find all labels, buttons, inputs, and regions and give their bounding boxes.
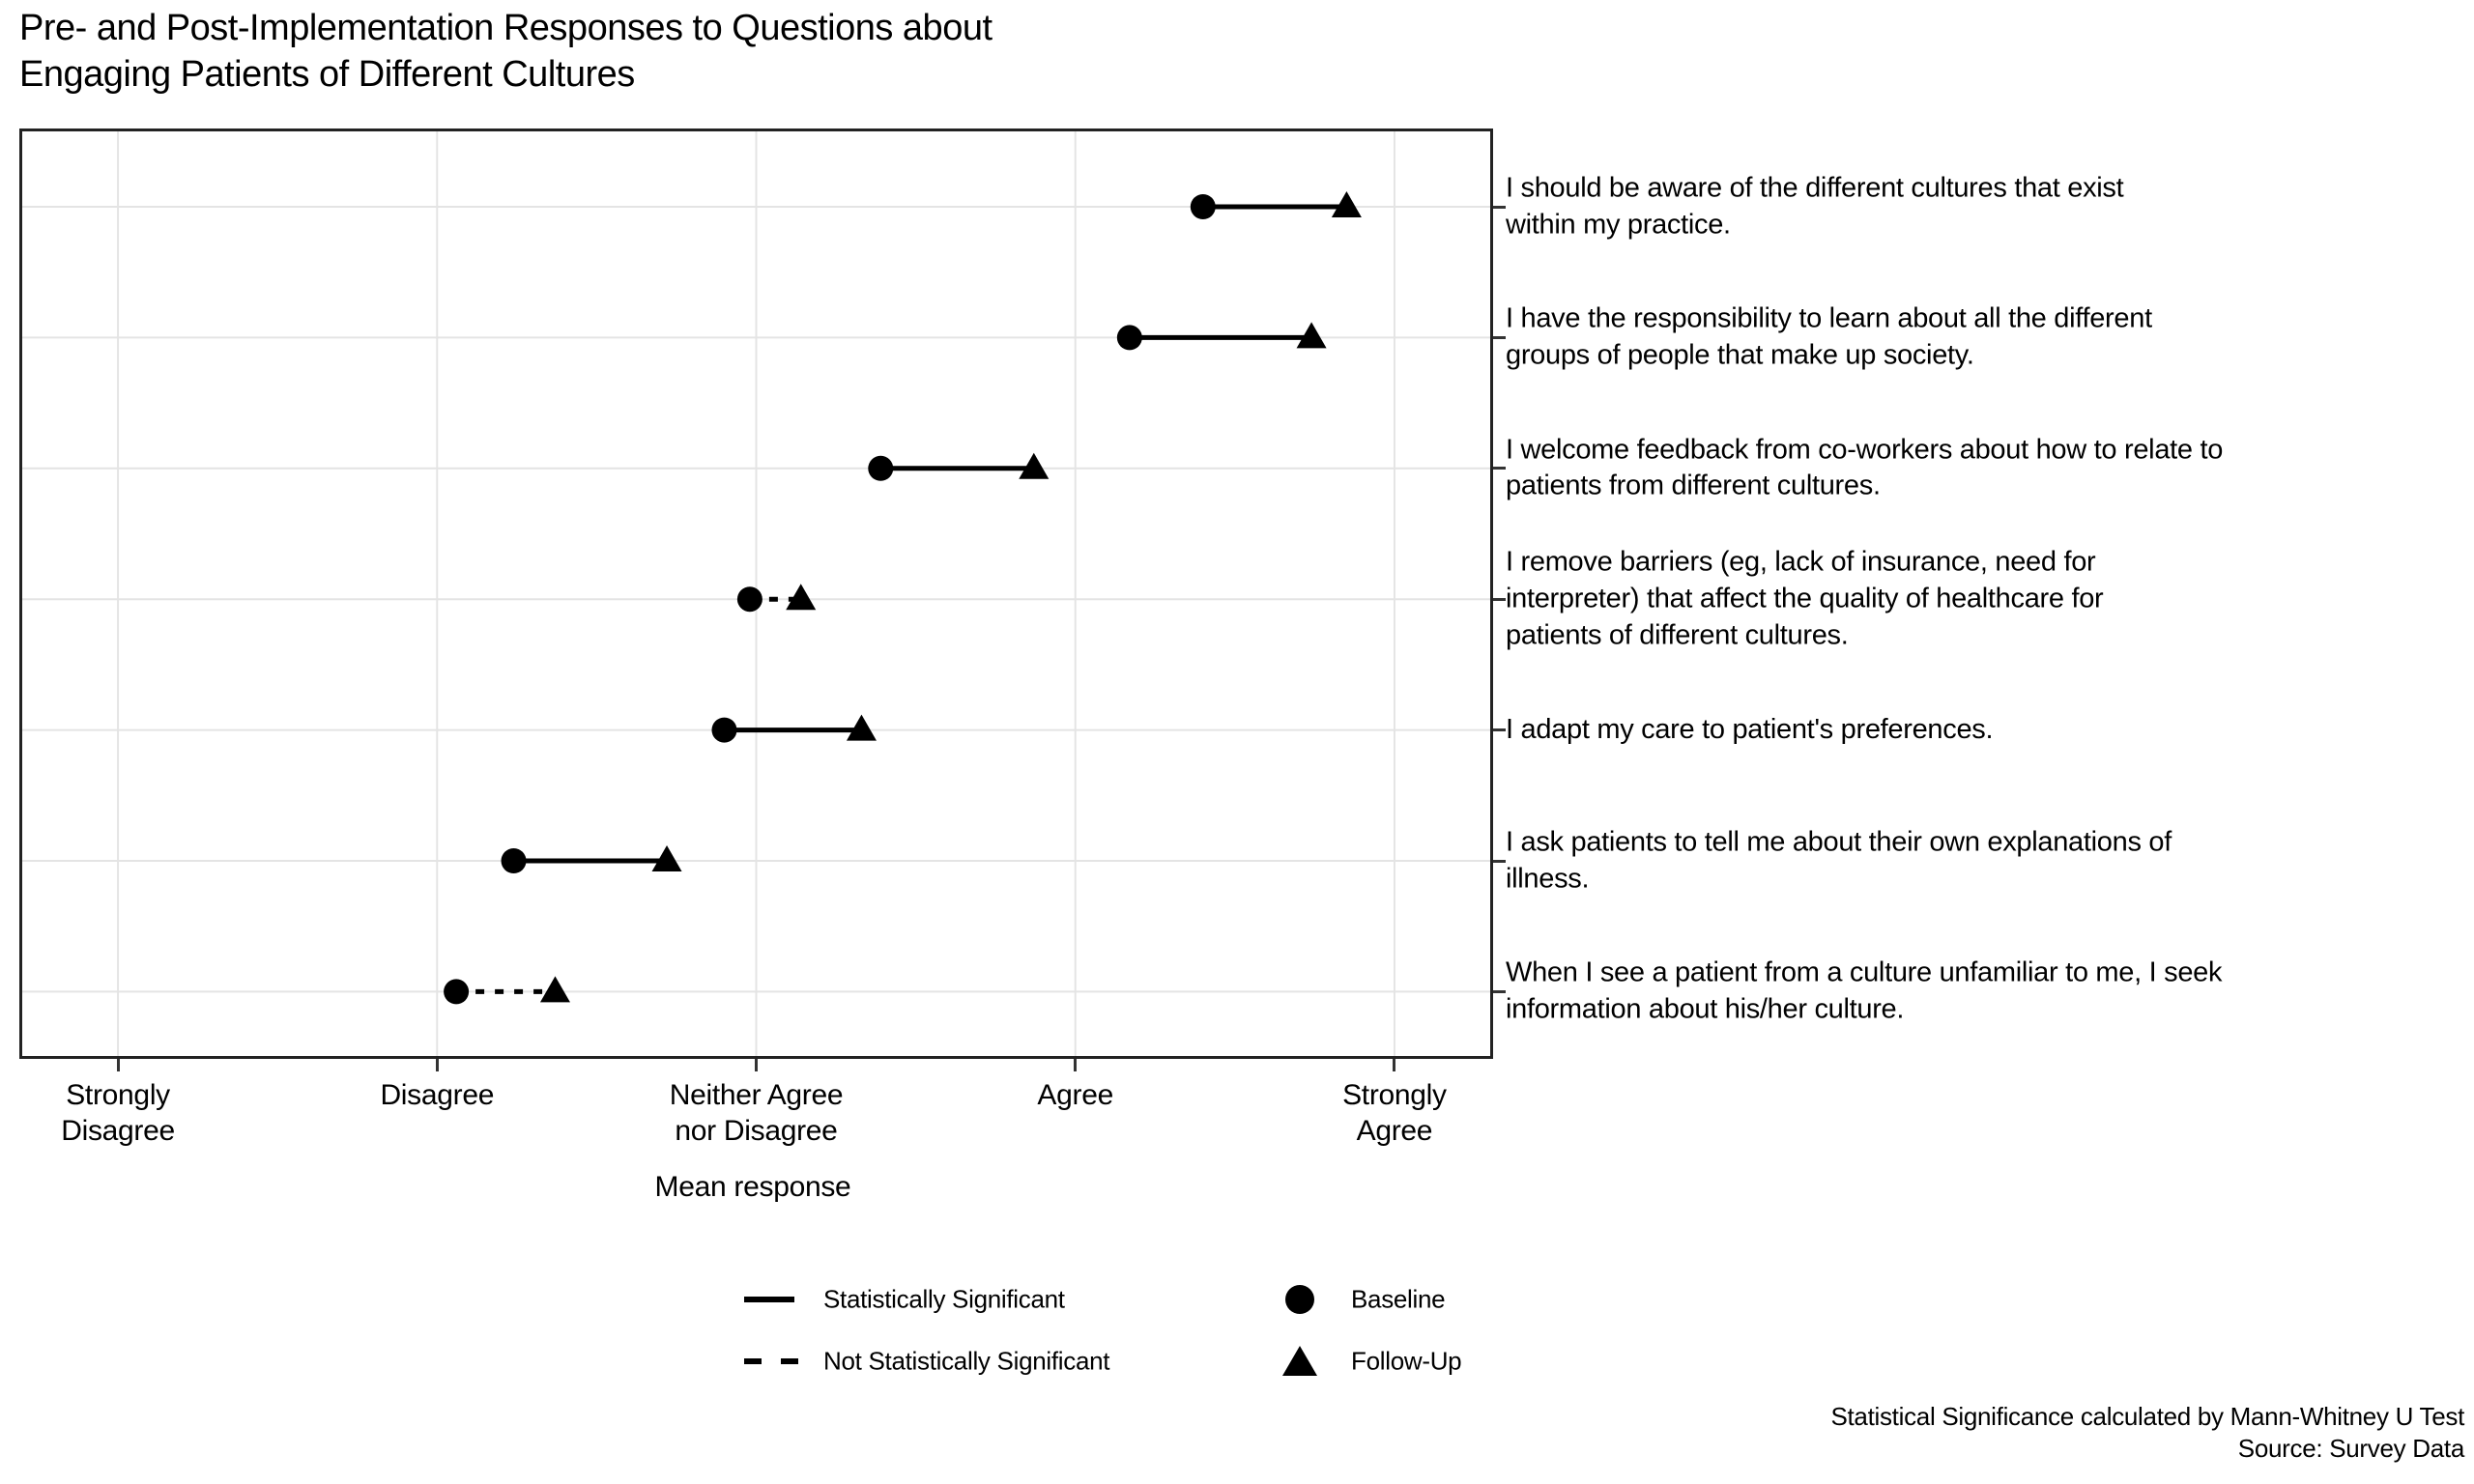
question-label: I remove barriers (eg, lack of insurance… <box>1506 546 2104 651</box>
caption: Statistical Significance calculated by M… <box>1830 1401 2464 1466</box>
solid-line-key <box>744 1297 794 1302</box>
legend-label-not-significant: Not Statistically Significant <box>823 1346 1110 1376</box>
x-axis-tick <box>116 1059 120 1071</box>
x-axis-tick-label: Neither Agree nor Disagree <box>669 1079 844 1147</box>
question-label: When I see a patient from a culture unfa… <box>1506 956 2223 1025</box>
followup-marker-key <box>1282 1346 1317 1376</box>
x-axis-tick <box>1074 1059 1078 1071</box>
legend-label-followup: Follow-Up <box>1351 1346 1462 1376</box>
dashed-line-key <box>744 1358 798 1364</box>
question-label: I have the responsibility to learn about… <box>1506 302 2152 371</box>
baseline-marker-key <box>1285 1285 1314 1314</box>
caption-line-1: Statistical Significance calculated by M… <box>1830 1402 2464 1431</box>
question-axis-tick <box>1493 859 1506 863</box>
x-axis-tick-label: Strongly Disagree <box>61 1079 175 1147</box>
plot-panel <box>19 128 1493 1059</box>
question-axis-tick <box>1493 728 1506 732</box>
chart-title: Pre- and Post-Implementation Responses t… <box>19 8 992 95</box>
caption-line-2: Source: Survey Data <box>2237 1434 2465 1464</box>
question-label: I welcome feedback from co-workers about… <box>1506 434 2224 501</box>
question-axis-tick <box>1493 205 1506 209</box>
baseline-marker <box>1116 325 1142 351</box>
followup-marker <box>651 845 682 871</box>
question-label: I adapt my care to patient's preferences… <box>1506 713 1994 745</box>
legend-label-baseline: Baseline <box>1351 1284 1446 1314</box>
baseline-marker <box>444 979 470 1005</box>
x-axis-title: Mean response <box>654 1171 851 1203</box>
followup-marker <box>1296 322 1327 349</box>
baseline-marker <box>736 586 762 613</box>
baseline-marker <box>711 717 737 743</box>
followup-marker <box>786 584 817 611</box>
x-axis-tick <box>1393 1059 1396 1071</box>
followup-marker <box>1331 191 1362 217</box>
baseline-marker <box>1190 194 1216 219</box>
followup-marker <box>1019 452 1050 479</box>
question-axis-tick <box>1493 989 1506 993</box>
baseline-marker <box>501 848 527 873</box>
question-label: I ask patients to tell me about their ow… <box>1506 826 2172 894</box>
x-axis-tick <box>435 1059 439 1071</box>
question-axis-tick <box>1493 335 1506 339</box>
x-axis-tick-label: Agree <box>1037 1079 1113 1111</box>
x-axis-tick-label: Strongly Agree <box>1342 1079 1447 1147</box>
question-label: I should be aware of the different cultu… <box>1506 172 2124 240</box>
question-axis-tick <box>1493 597 1506 601</box>
question-axis-tick <box>1493 467 1506 471</box>
legend-label-significant: Statistically Significant <box>823 1284 1065 1314</box>
plot-area <box>22 131 1490 1056</box>
baseline-marker <box>868 455 894 481</box>
x-axis-tick-label: Disagree <box>380 1079 495 1111</box>
x-axis-tick <box>755 1059 758 1071</box>
followup-marker <box>539 976 570 1003</box>
followup-marker <box>846 714 877 741</box>
